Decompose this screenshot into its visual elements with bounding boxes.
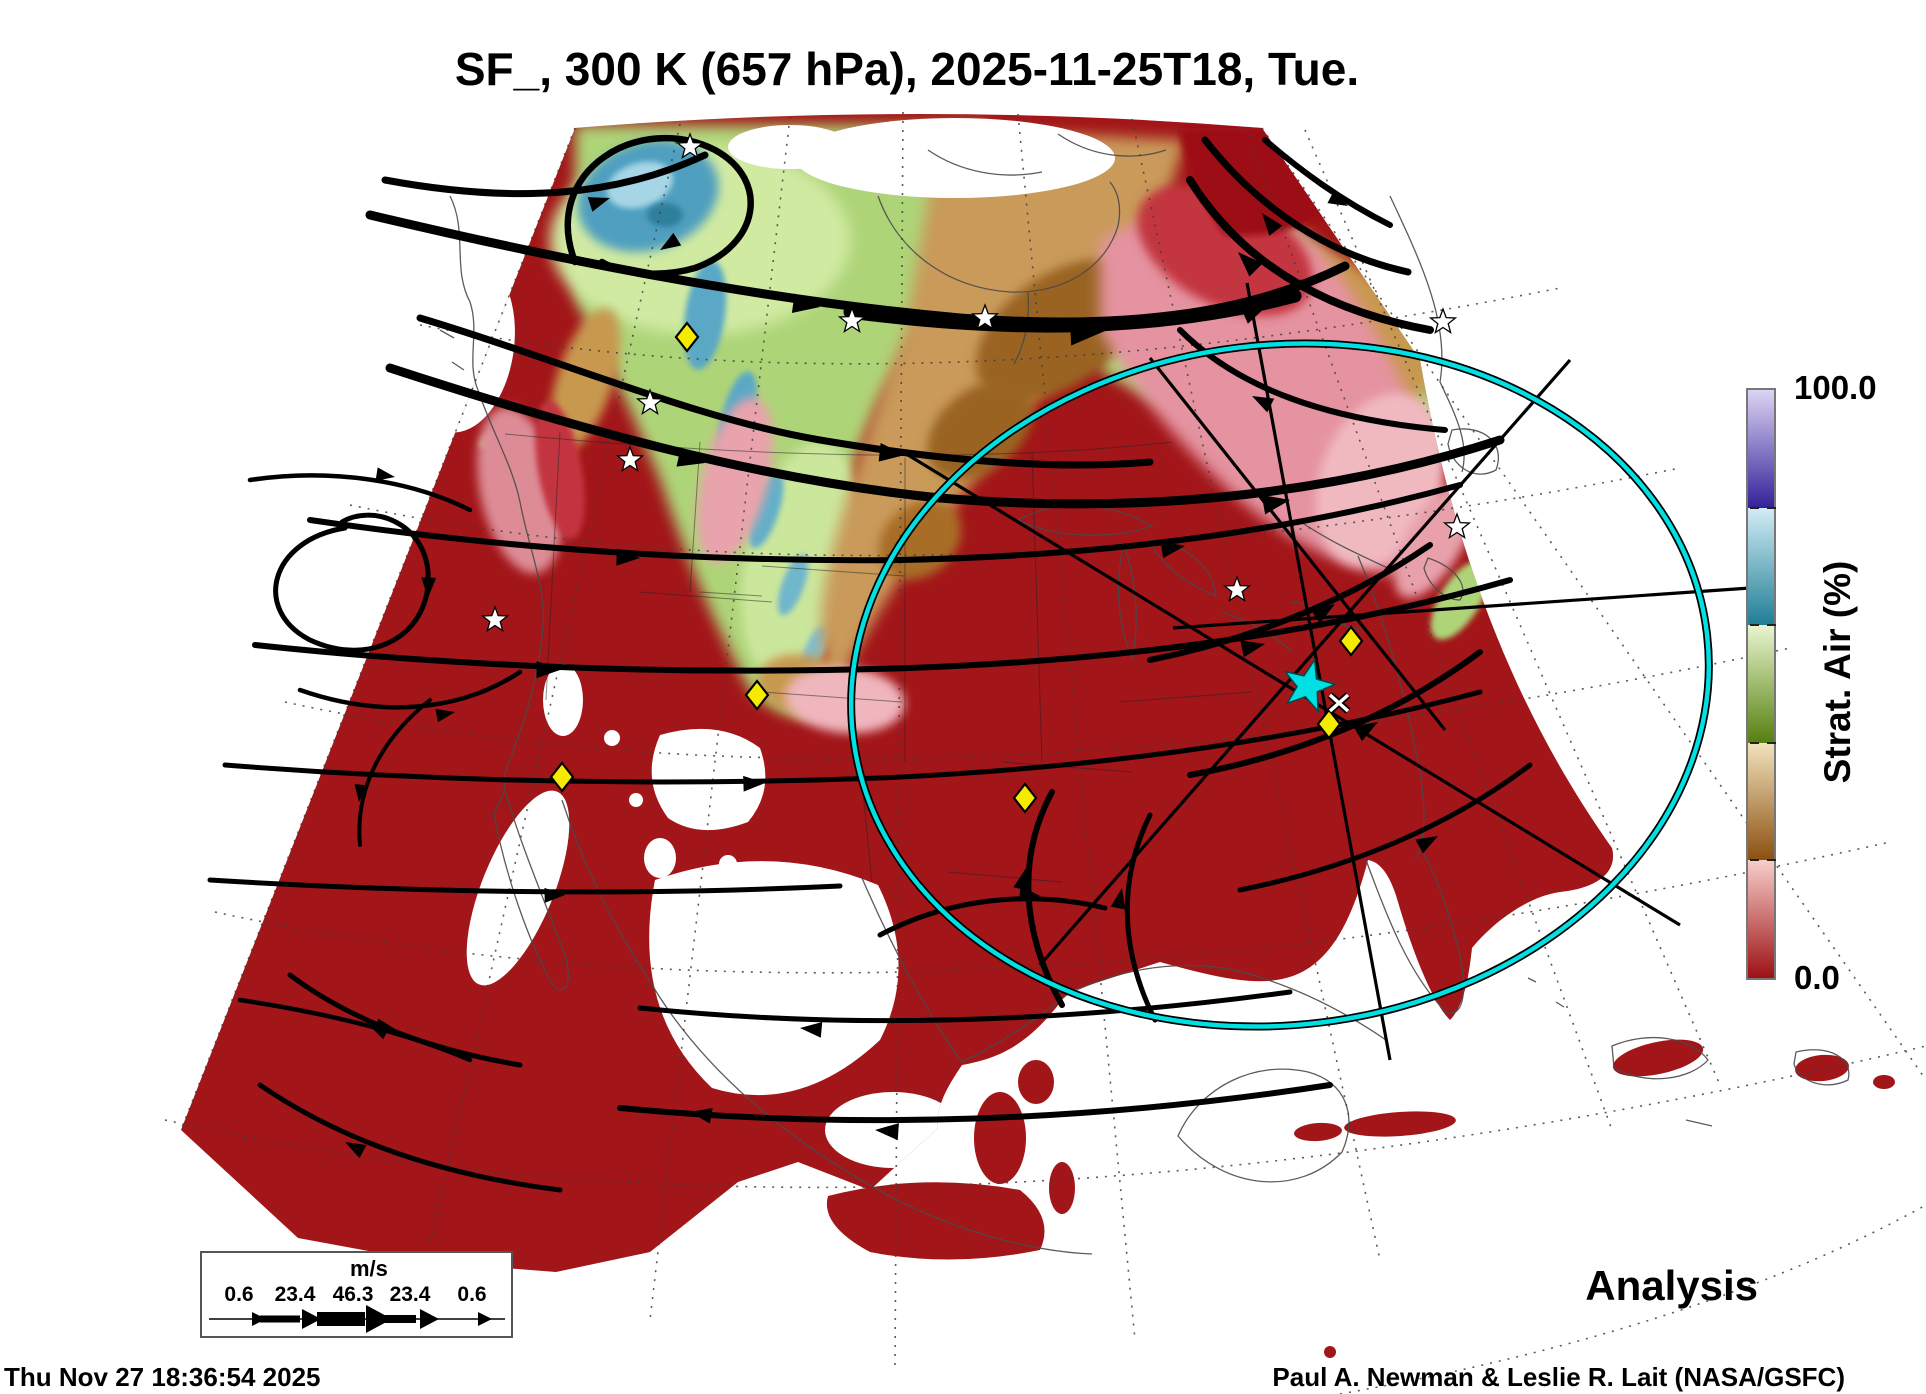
city-star-marker: [615, 445, 645, 472]
azimuth-lines: [907, 282, 1751, 1061]
city-star-marker: [1442, 512, 1472, 539]
colorbar: [1746, 388, 1776, 980]
city-star-marker: [1222, 575, 1252, 602]
run-type-label: Analysis: [1585, 1262, 1758, 1309]
city-star-marker: [1428, 307, 1458, 334]
city-star-marker: [837, 306, 867, 333]
colorbar-segment-80-100: [1748, 390, 1774, 508]
site-diamond-marker: [1316, 708, 1342, 740]
colorbar-segment-20-40: [1748, 742, 1774, 861]
page-title: SF_, 300 K (657 hPa), 2025-11-25T18, Tue…: [454, 43, 1360, 95]
colorbar-tick: [1767, 506, 1776, 509]
site-diamond-marker: [744, 679, 770, 711]
wind-legend-glyph: [209, 1305, 505, 1333]
city-star-marker: [635, 388, 665, 415]
colorbar-segment-0-20: [1748, 860, 1774, 978]
wind-speed-value: 0.6: [224, 1283, 254, 1306]
x-marker: [1328, 693, 1350, 713]
wind-legend-units: m/s: [350, 1256, 388, 1281]
wind-streamlines: [207, 134, 1533, 1193]
colorbar-axis-label: Strat. Air (%): [1817, 560, 1858, 784]
wind-speed-value: 0.6: [457, 1283, 487, 1306]
colorbar-tick: [1767, 741, 1776, 744]
wind-speed-value: 23.4: [389, 1283, 431, 1306]
site-diamond-marker: [549, 761, 575, 793]
range-ring: [847, 339, 1713, 1031]
colorbar-tick: [1767, 859, 1776, 862]
strat-air-colour-bands: [409, 118, 1490, 1193]
launch-site-cyan-star: [1283, 657, 1338, 714]
data-region: [181, 114, 1895, 1358]
colorbar-tick: [1750, 624, 1759, 627]
wind-speed-value: 23.4: [274, 1283, 316, 1306]
colorbar-tick: [1750, 506, 1759, 509]
wind-speed-value: 46.3: [332, 1283, 374, 1306]
colorbar-tick: [1750, 859, 1759, 862]
site-diamond-marker: [1012, 782, 1038, 814]
colorbar-max-label: 100.0: [1794, 369, 1877, 406]
colorbar-tick: [1750, 741, 1759, 744]
wind-speed-legend: m/s 0.6 23.4 46.3 23.4 0.6: [200, 1251, 513, 1338]
colorbar-tick: [1767, 624, 1776, 627]
city-star-marker: [675, 132, 705, 159]
site-diamond-marker: [674, 321, 700, 353]
site-diamond-marker: [1338, 625, 1364, 657]
creation-timestamp: Thu Nov 27 18:36:54 2025: [4, 1362, 321, 1392]
colorbar-segment-60-80: [1748, 507, 1774, 626]
city-star-marker: [970, 303, 1000, 330]
map-markers: [480, 132, 1472, 814]
credit-line: Paul A. Newman & Leslie R. Lait (NASA/GS…: [1272, 1362, 1845, 1392]
range-ring-cyan: [848, 341, 1712, 1029]
city-star-marker: [480, 605, 510, 632]
colorbar-min-label: 0.0: [1794, 959, 1840, 996]
colorbar-segment-40-60: [1748, 625, 1774, 743]
